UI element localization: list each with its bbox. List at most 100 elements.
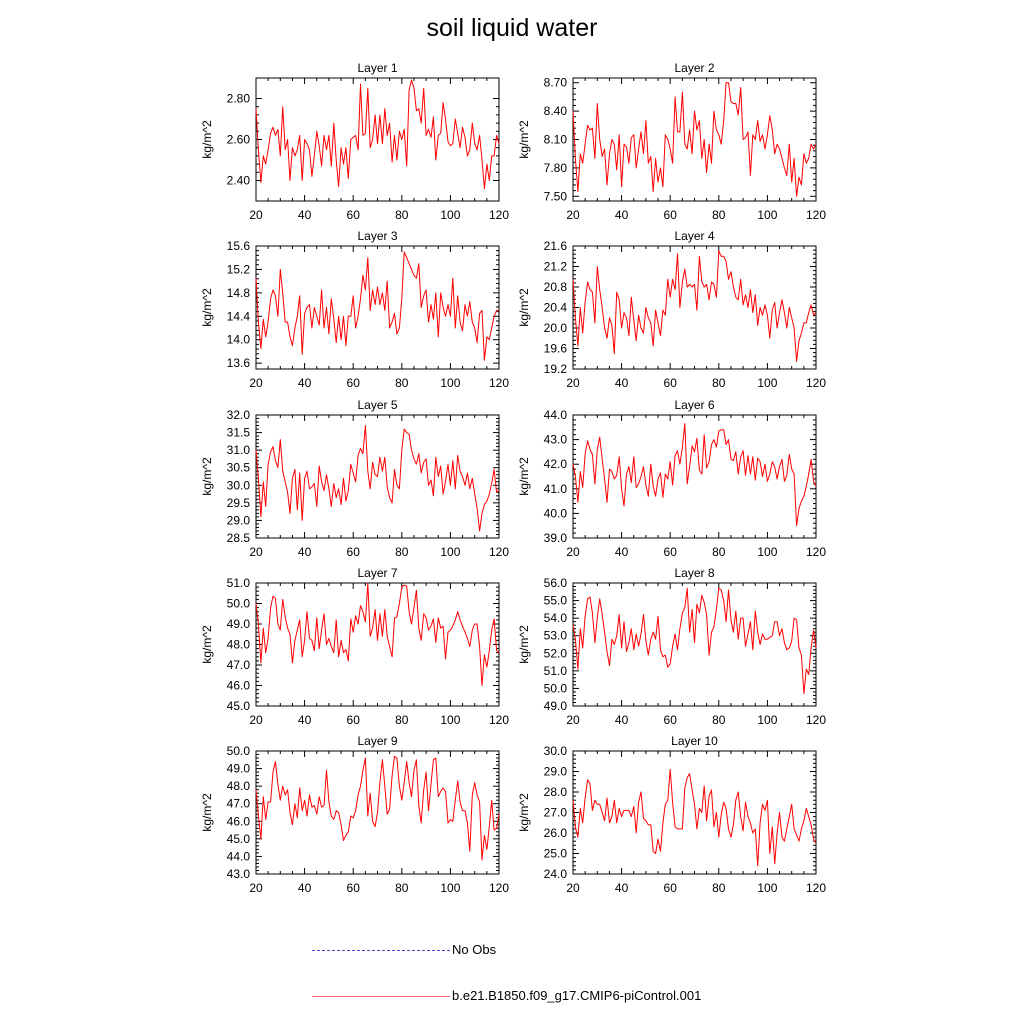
x-tick-label: 100: [440, 713, 460, 727]
y-tick-label: 42.0: [544, 457, 568, 471]
y-tick-label: 50.0: [227, 597, 251, 611]
y-tick-label: 13.6: [227, 356, 251, 370]
x-tick-label: 40: [615, 208, 629, 222]
series-line: [572, 423, 817, 527]
x-tick-label: 80: [712, 376, 726, 390]
y-tick-label: 2.80: [227, 92, 251, 106]
x-tick-label: 40: [298, 713, 312, 727]
x-tick-label: 20: [566, 208, 580, 222]
y-tick-label: 30.0: [544, 744, 568, 758]
x-tick-label: 20: [249, 713, 263, 727]
x-tick-label: 80: [395, 376, 409, 390]
y-tick-label: 15.6: [227, 239, 251, 253]
x-tick-label: 120: [806, 713, 826, 727]
x-tick-label: 60: [664, 545, 678, 559]
x-tick-label: 120: [489, 713, 509, 727]
y-tick-label: 40.0: [544, 506, 568, 520]
panel-layer-8: Layer 8 20 40 60 80 100 120 49.0 50.0 51.0 52.0 53.…: [517, 566, 826, 727]
y-tick-label: 29.0: [544, 765, 568, 779]
y-tick-label: 52.0: [544, 646, 568, 660]
series-line: [572, 82, 817, 197]
y-tick-label: 47.0: [227, 658, 251, 672]
panel-title: Layer 2: [674, 61, 714, 75]
y-tick-label: 45.0: [227, 699, 251, 713]
series-line: [255, 755, 500, 861]
y-tick-label: 24.0: [544, 867, 568, 881]
legend-obs-sample: [312, 950, 450, 951]
x-tick-label: 40: [298, 881, 312, 895]
x-tick-label: 120: [489, 545, 509, 559]
y-tick-label: 49.0: [227, 762, 251, 776]
x-tick-label: 40: [615, 713, 629, 727]
x-tick-label: 60: [347, 881, 361, 895]
y-tick-label: 39.0: [544, 531, 568, 545]
x-tick-label: 40: [298, 208, 312, 222]
x-tick-label: 100: [757, 545, 777, 559]
x-tick-label: 40: [615, 376, 629, 390]
x-tick-label: 40: [615, 545, 629, 559]
x-tick-label: 60: [347, 208, 361, 222]
series-line: [572, 250, 817, 362]
y-tick-label: 19.2: [544, 362, 568, 376]
y-tick-label: 56.0: [544, 576, 568, 590]
y-tick-label: 21.2: [544, 260, 568, 274]
plot-frame: [572, 582, 817, 707]
y-tick-label: 28.0: [544, 785, 568, 799]
panel-layer-7: Layer 7 20 40 60 80 100 120 45.0 46.0 47.0 48.0 49.…: [200, 566, 509, 727]
y-tick-label: 47.0: [227, 797, 251, 811]
y-tick-label: 48.0: [227, 779, 251, 793]
panel-title: Layer 4: [674, 229, 714, 243]
panel-title: Layer 7: [357, 566, 397, 580]
panel-layer-3: Layer 3 20 40 60 80 100 120 13.6 14.0 14.4 14.8 15.…: [200, 229, 509, 390]
panel-title: Layer 5: [357, 398, 397, 412]
panel-layer-6: Layer 6 20 40 60 80 100 120 39.0 40.0 41.0 42.0 43.…: [517, 398, 826, 559]
y-tick-label: 30.0: [227, 478, 251, 492]
x-tick-label: 40: [298, 376, 312, 390]
x-tick-label: 80: [712, 545, 726, 559]
series-line: [255, 425, 500, 532]
plot-frame: [572, 245, 817, 370]
y-tick-label: 51.0: [544, 664, 568, 678]
x-tick-label: 80: [395, 208, 409, 222]
y-tick-label: 7.50: [544, 189, 568, 203]
panel-title: Layer 10: [671, 734, 718, 748]
y-tick-label: 14.0: [227, 333, 251, 347]
x-tick-label: 120: [806, 208, 826, 222]
series-line: [255, 251, 499, 361]
x-tick-label: 60: [664, 881, 678, 895]
x-tick-label: 20: [249, 208, 263, 222]
x-tick-label: 60: [347, 713, 361, 727]
series-line: [572, 768, 817, 867]
y-axis-label: kg/m^2: [200, 457, 214, 496]
y-tick-label: 49.0: [544, 699, 568, 713]
y-tick-label: 44.0: [227, 849, 251, 863]
legend-model-sample: [312, 996, 450, 997]
y-axis-label: kg/m^2: [200, 793, 214, 832]
panel-layer-4: Layer 4 20 40 60 80 100 120 19.2 19.6 20.0 20.4 20.…: [517, 229, 826, 390]
x-tick-label: 80: [712, 208, 726, 222]
panel-layer-1: Layer 1 20 40 60 80 100 120 2.40 2.60 2.80 kg/m^2: [200, 61, 509, 222]
y-tick-label: 2.60: [227, 133, 251, 147]
series-line: [255, 79, 500, 190]
y-tick-label: 48.0: [227, 638, 251, 652]
x-tick-label: 60: [347, 376, 361, 390]
y-tick-label: 50.0: [227, 744, 251, 758]
x-tick-label: 80: [712, 713, 726, 727]
plot-frame: [255, 582, 500, 707]
panel-layer-2: Layer 2 20 40 60 80 100 120 7.50 7.80 8.10 8.40 8.7…: [517, 61, 826, 222]
y-tick-label: 54.0: [544, 611, 568, 625]
y-axis-label: kg/m^2: [200, 288, 214, 327]
panel-layer-9: Layer 9 20 40 60 80 100 120 43.0 44.0 45.0 46.0 47.…: [200, 734, 509, 895]
y-tick-label: 29.5: [227, 496, 251, 510]
x-tick-label: 100: [757, 376, 777, 390]
plot-frame: [572, 77, 817, 202]
x-tick-label: 40: [298, 545, 312, 559]
plot-frame: [572, 414, 817, 539]
y-tick-label: 28.5: [227, 531, 251, 545]
y-tick-label: 8.70: [544, 76, 568, 90]
x-tick-label: 80: [395, 545, 409, 559]
x-tick-label: 20: [249, 376, 263, 390]
y-tick-label: 2.40: [227, 174, 251, 188]
figure-title: soil liquid water: [426, 14, 598, 42]
